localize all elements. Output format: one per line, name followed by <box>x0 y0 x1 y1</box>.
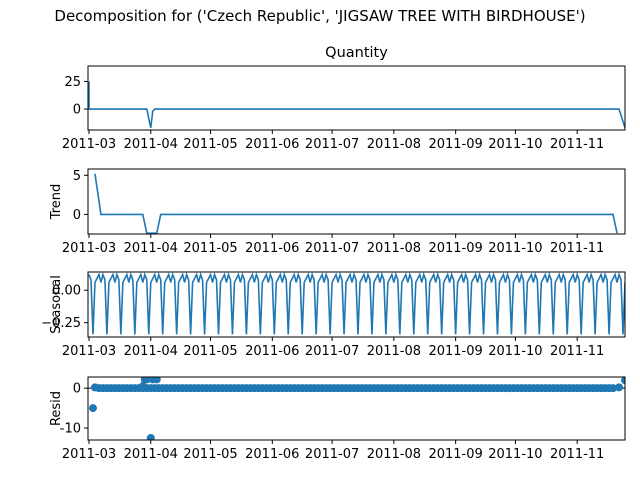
y-tick-label: −0.25 <box>41 316 81 331</box>
x-tick-label: 2011-03 <box>62 137 116 152</box>
axes-frame <box>87 65 626 131</box>
resid-point <box>88 404 97 413</box>
x-tick-label: 2011-11 <box>550 241 604 256</box>
panel-title: Quantity <box>325 45 388 61</box>
plot-area <box>94 173 618 234</box>
x-tick-label: 2011-09 <box>428 137 482 152</box>
x-tick-label: 2011-06 <box>245 344 299 359</box>
x-tick-label: 2011-08 <box>367 241 421 256</box>
x-tick-label: 2011-11 <box>550 447 604 462</box>
x-tick-label: 2011-07 <box>305 241 359 256</box>
x-tick-label: 2011-05 <box>183 344 237 359</box>
x-tick-label: 2011-06 <box>245 241 299 256</box>
resid-point <box>152 377 161 384</box>
x-tick-label: 2011-07 <box>305 447 359 462</box>
resid-point <box>146 434 155 440</box>
resid-point <box>615 383 624 392</box>
resid-point <box>138 382 147 391</box>
series-seasonal-line <box>88 272 625 335</box>
x-tick-label: 2011-08 <box>367 137 421 152</box>
x-tick-label: 2011-06 <box>245 447 299 462</box>
axes-frame <box>87 376 626 441</box>
x-tick-label: 2011-07 <box>305 137 359 152</box>
axes-frame <box>87 168 626 235</box>
x-tick-label: 2011-08 <box>367 447 421 462</box>
x-tick-label: 2011-10 <box>488 241 542 256</box>
x-tick-label: 2011-11 <box>550 137 604 152</box>
x-tick-label: 2011-06 <box>245 137 299 152</box>
y-axis-label: Seasonal <box>49 275 64 334</box>
x-tick-label: 2011-09 <box>428 241 482 256</box>
y-tick-label: 0 <box>73 382 81 397</box>
y-tick-label: -10 <box>60 422 81 437</box>
x-tick-label: 2011-03 <box>62 447 116 462</box>
x-tick-label: 2011-04 <box>124 447 178 462</box>
x-tick-label: 2011-05 <box>183 137 237 152</box>
x-tick-label: 2011-04 <box>124 241 178 256</box>
x-tick-label: 2011-10 <box>488 344 542 359</box>
figure-suptitle: Decomposition for ('Czech Republic', 'JI… <box>54 7 586 25</box>
plot-area <box>88 81 625 129</box>
plot-area <box>88 377 625 440</box>
resid-point <box>621 377 625 385</box>
x-tick-label: 2011-05 <box>183 241 237 256</box>
series-line <box>88 81 625 129</box>
y-tick-label: 0 <box>73 208 81 223</box>
x-tick-label: 2011-08 <box>367 344 421 359</box>
y-tick-label: 0 <box>73 103 81 118</box>
y-tick-label: 0.00 <box>52 284 81 299</box>
panel-quantity: 0 25 2011-03 2011-04 2011-05 2011-06 2011-07 20… <box>62 45 626 152</box>
resid-point <box>142 377 151 384</box>
panel-seasonal: −0.25 0.00 2011-03 2011-04 2011-05 2011-06 201… <box>41 271 626 359</box>
y-axis-label: Resid <box>49 391 64 426</box>
plot-area <box>88 272 625 335</box>
x-tick-label: 2011-04 <box>124 137 178 152</box>
x-tick-label: 2011-09 <box>428 447 482 462</box>
x-tick-label: 2011-05 <box>183 447 237 462</box>
resid-point <box>609 384 618 393</box>
x-tick-label: 2011-09 <box>428 344 482 359</box>
y-axis-label: Trend <box>49 184 64 221</box>
series-line <box>94 173 618 234</box>
panel-resid: -10 0 2011-03 2011-04 2011-05 2011-06 2011-07 2… <box>49 376 626 462</box>
panel-trend: 0 5 2011-03 2011-04 2011-05 2011-06 2011-07 201… <box>49 168 626 256</box>
y-tick-label: 25 <box>64 75 81 90</box>
x-tick-label: 2011-04 <box>124 344 178 359</box>
x-tick-label: 2011-07 <box>305 344 359 359</box>
y-tick-label: 5 <box>73 169 81 184</box>
resid-point <box>90 383 99 392</box>
x-tick-label: 2011-11 <box>550 344 604 359</box>
x-tick-label: 2011-03 <box>62 241 116 256</box>
x-tick-label: 2011-10 <box>488 137 542 152</box>
x-tick-label: 2011-10 <box>488 447 542 462</box>
axes-frame <box>87 271 626 338</box>
x-tick-label: 2011-03 <box>62 344 116 359</box>
